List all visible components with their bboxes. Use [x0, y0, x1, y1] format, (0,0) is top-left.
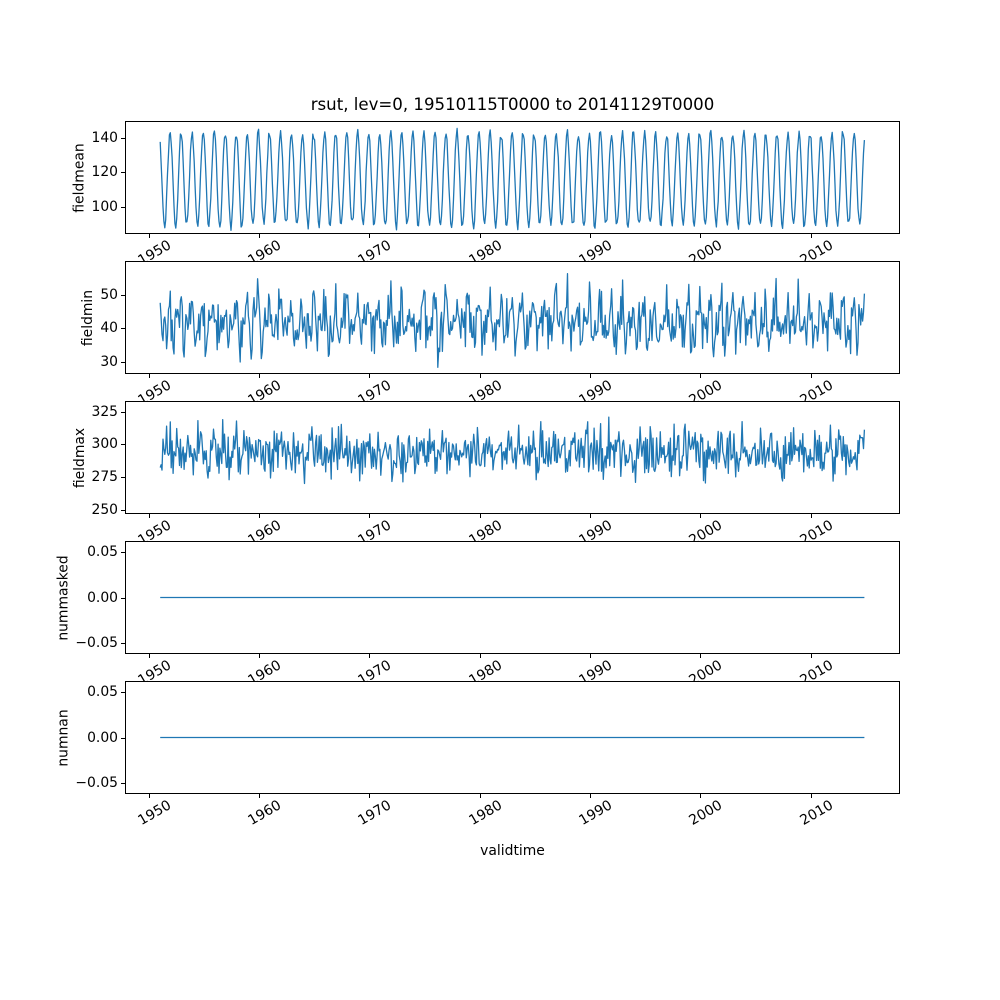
y-tick-label: −0.05 [75, 774, 118, 791]
y-tick-mark [121, 597, 125, 599]
subplot-fieldmax: fieldmax 250 275 300 325 1950 1960 1970 1980 1990… [0, 401, 1000, 549]
y-tick-label: −0.05 [75, 634, 118, 651]
x-tick-mark [700, 234, 702, 238]
y-tick-mark [121, 328, 125, 330]
line-series-numnan [160, 736, 865, 739]
y-tick-label: 0.05 [87, 544, 118, 561]
y-tick-label: 250 [91, 502, 118, 519]
x-tick-mark [259, 514, 261, 518]
y-tick-mark [121, 477, 125, 479]
x-tick-mark [259, 794, 261, 798]
subplot-numnan: numnan 0.05 0.00 −0.05 1950 1960 1970 1980 1990 2… [0, 681, 1000, 829]
x-tick-mark [810, 514, 812, 518]
x-tick-mark [479, 234, 481, 238]
y-tick-mark [121, 362, 125, 364]
x-tick-mark [369, 374, 371, 378]
line-series-fieldmean [159, 127, 866, 231]
x-tick-mark [810, 234, 812, 238]
chart-title: rsut, lev=0, 19510115T0000 to 20141129T0… [310, 95, 715, 114]
x-tick-mark [700, 794, 702, 798]
y-tick-label: 140 [91, 130, 118, 147]
x-tick-mark [700, 374, 702, 378]
x-tick-mark [810, 654, 812, 658]
x-tick-mark [259, 374, 261, 378]
x-tick-mark [590, 234, 591, 238]
y-tick-mark [121, 642, 125, 644]
x-tick-mark [590, 794, 591, 798]
subplot-nummasked: nummasked 0.05 0.00 −0.05 1950 1960 1970 1980 19… [0, 541, 1000, 689]
x-tick-mark [590, 514, 591, 518]
x-tick-mark [148, 374, 150, 378]
y-tick-mark [121, 510, 125, 512]
y-tick-mark [121, 737, 125, 739]
subplot-fieldmin: fieldmin 30 40 50 1950 1960 1970 1980 1990 2000 20… [0, 261, 1000, 409]
x-tick-mark [148, 514, 150, 518]
line-series-fieldmin [159, 273, 866, 368]
y-tick-mark [121, 692, 125, 694]
y-tick-label: 0.05 [87, 684, 118, 701]
x-tick-mark [700, 654, 702, 658]
x-tick-label: 2000 [686, 797, 726, 829]
y-tick-mark [121, 172, 125, 174]
x-tick-mark [148, 654, 150, 658]
line-series-fieldmax [159, 416, 866, 485]
x-tick-mark [810, 374, 812, 378]
subplot-fieldmean: fieldmean 100 120 140 1950 1960 1970 1980 1990 20… [0, 121, 1000, 269]
x-tick-mark [700, 514, 702, 518]
x-tick-mark [479, 794, 481, 798]
y-tick-mark [121, 782, 125, 784]
x-tick-mark [259, 234, 261, 238]
x-tick-mark [369, 654, 371, 658]
x-tick-label: 1950 [135, 797, 174, 829]
x-axis-label: validtime [480, 843, 545, 859]
y-tick-label: 30 [100, 354, 118, 371]
x-tick-label: 2010 [797, 797, 836, 829]
plot-area-fieldmean [125, 121, 900, 234]
x-tick-mark [810, 794, 812, 798]
x-tick-mark [479, 654, 481, 658]
plot-area-numnan [125, 681, 900, 794]
y-tick-mark [121, 206, 125, 208]
line-series-nummasked [160, 596, 865, 599]
y-tick-mark [121, 294, 125, 296]
y-tick-label: 40 [100, 320, 118, 337]
x-tick-label: 1990 [576, 797, 616, 829]
y-tick-label: 0.00 [87, 729, 118, 746]
plot-area-fieldmin [125, 261, 900, 374]
y-tick-mark [121, 444, 125, 446]
y-tick-label: 300 [91, 436, 118, 453]
x-tick-mark [148, 794, 150, 798]
x-tick-mark [369, 514, 371, 518]
x-tick-mark [590, 654, 591, 658]
y-tick-label: 50 [100, 286, 118, 303]
y-tick-mark [121, 552, 125, 554]
x-tick-mark [479, 374, 481, 378]
y-tick-label: 325 [91, 403, 118, 420]
y-tick-mark [121, 411, 125, 413]
y-tick-label: 120 [91, 164, 118, 181]
plot-area-fieldmax [125, 401, 900, 514]
x-tick-label: 1960 [245, 797, 285, 829]
x-tick-mark [259, 654, 261, 658]
plot-area-nummasked [125, 541, 900, 654]
x-tick-mark [369, 794, 371, 798]
x-tick-mark [148, 234, 150, 238]
x-tick-mark [479, 514, 481, 518]
x-tick-label: 1980 [466, 797, 505, 829]
x-tick-mark [590, 374, 591, 378]
x-tick-mark [369, 234, 371, 238]
y-tick-mark [121, 138, 125, 140]
y-tick-label: 0.00 [87, 589, 118, 606]
x-tick-label: 1970 [355, 797, 395, 829]
y-tick-label: 275 [91, 469, 118, 486]
y-tick-label: 100 [91, 198, 118, 215]
